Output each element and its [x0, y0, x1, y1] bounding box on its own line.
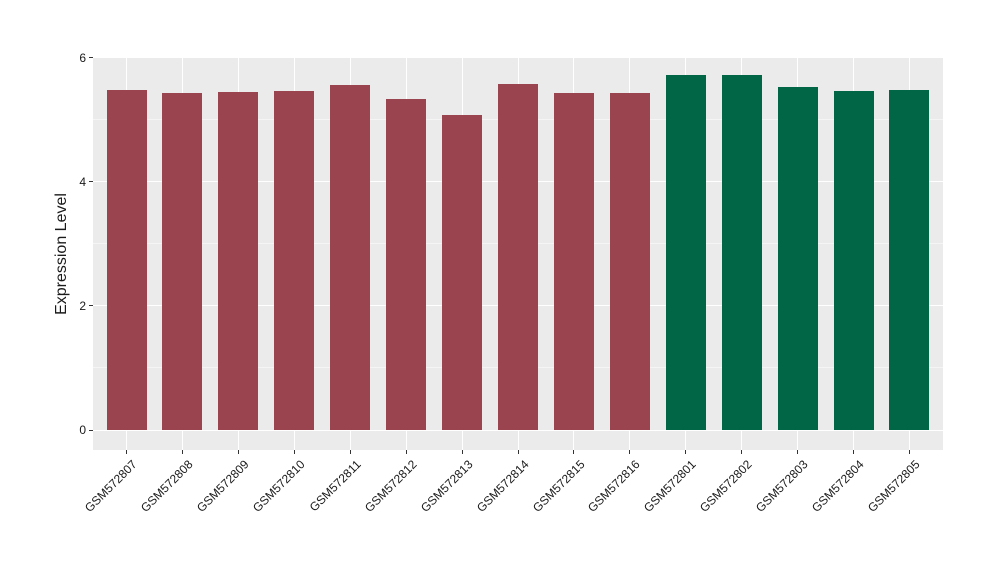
- x-tick-label: GSM572810: [249, 457, 308, 515]
- x-tick: [405, 450, 407, 454]
- x-tick-label: GSM572809: [194, 457, 252, 515]
- y-tick: [89, 181, 93, 183]
- x-tick: [349, 450, 351, 454]
- bar: [777, 86, 818, 430]
- bar: [553, 92, 594, 430]
- x-tick-label: GSM572802: [697, 457, 755, 515]
- bar: [106, 89, 147, 430]
- x-tick-label: GSM572816: [585, 457, 644, 515]
- x-tick: [853, 450, 855, 454]
- y-tick-label: 2: [79, 298, 86, 313]
- bar: [162, 92, 203, 430]
- x-tick-label: GSM572804: [809, 457, 867, 515]
- bar: [665, 74, 706, 430]
- y-tick: [89, 305, 93, 307]
- x-tick-label: GSM572808: [138, 457, 196, 515]
- x-tick-label: GSM572805: [865, 457, 923, 515]
- x-tick: [181, 450, 183, 454]
- y-tick-label: 6: [79, 50, 86, 65]
- x-tick: [126, 450, 128, 454]
- bar: [442, 115, 483, 430]
- bar: [218, 91, 259, 430]
- bar: [721, 74, 762, 430]
- x-tick: [517, 450, 519, 454]
- bar: [498, 84, 538, 430]
- x-tick: [573, 450, 575, 454]
- bar: [330, 84, 371, 430]
- x-tick: [908, 450, 910, 454]
- x-tick: [629, 450, 631, 454]
- y-tick: [89, 57, 93, 59]
- bar: [889, 89, 930, 430]
- y-tick: [89, 429, 93, 431]
- x-tick-label: GSM572813: [417, 457, 476, 515]
- x-tick-label: GSM572812: [361, 457, 420, 515]
- bar: [833, 90, 874, 430]
- x-tick: [797, 450, 799, 454]
- x-tick-label: GSM572811: [306, 457, 364, 515]
- bar: [609, 92, 650, 430]
- x-tick-label: GSM572815: [529, 457, 588, 515]
- bar: [274, 91, 315, 430]
- x-tick: [461, 450, 463, 454]
- x-tick: [293, 450, 295, 454]
- plot-panel: [93, 57, 943, 450]
- x-tick: [741, 450, 743, 454]
- y-tick-label: 0: [79, 423, 86, 437]
- bar: [386, 98, 427, 430]
- x-tick: [685, 450, 687, 454]
- y-axis-title: Expression Level: [53, 192, 70, 315]
- x-tick-label: GSM572801: [641, 457, 699, 515]
- y-tick-label: 4: [79, 174, 86, 189]
- x-tick-label: GSM572807: [82, 457, 140, 515]
- x-tick-label: GSM572814: [473, 457, 532, 515]
- x-tick: [237, 450, 239, 454]
- x-tick-label: GSM572803: [753, 457, 811, 515]
